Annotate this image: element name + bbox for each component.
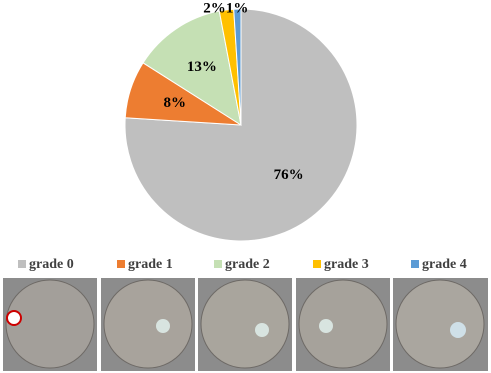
- data-label: 1%: [226, 0, 249, 16]
- fundus: [200, 279, 290, 369]
- legend-swatch: [214, 260, 222, 268]
- legend-label: grade 3: [324, 257, 369, 272]
- fundus-images: [3, 278, 488, 371]
- legend-swatch: [411, 260, 419, 268]
- optic-disc: [319, 319, 333, 333]
- optic-disc: [450, 322, 466, 338]
- fundus: [395, 279, 485, 369]
- fundus: [103, 279, 193, 369]
- fundus: [5, 279, 95, 369]
- legend-label: grade 2: [225, 257, 270, 272]
- legend-swatch: [18, 260, 26, 268]
- pie-slice: [124, 8, 358, 242]
- legend-label: grade 4: [422, 257, 467, 272]
- data-label: 2%: [203, 0, 226, 16]
- data-label: 76%: [274, 167, 304, 183]
- legend-label: grade 0: [29, 257, 74, 272]
- pie-slice: [233, 8, 242, 126]
- pie-slice: [142, 10, 242, 127]
- optic-disc: [255, 323, 269, 337]
- data-label: 8%: [164, 95, 187, 111]
- legend-swatch: [117, 260, 125, 268]
- legend-swatch: [313, 260, 321, 268]
- optic-disc: [6, 310, 22, 326]
- data-label: 13%: [187, 59, 217, 75]
- fundus: [298, 279, 388, 369]
- legend-label: grade 1: [128, 257, 173, 272]
- optic-disc: [156, 319, 170, 333]
